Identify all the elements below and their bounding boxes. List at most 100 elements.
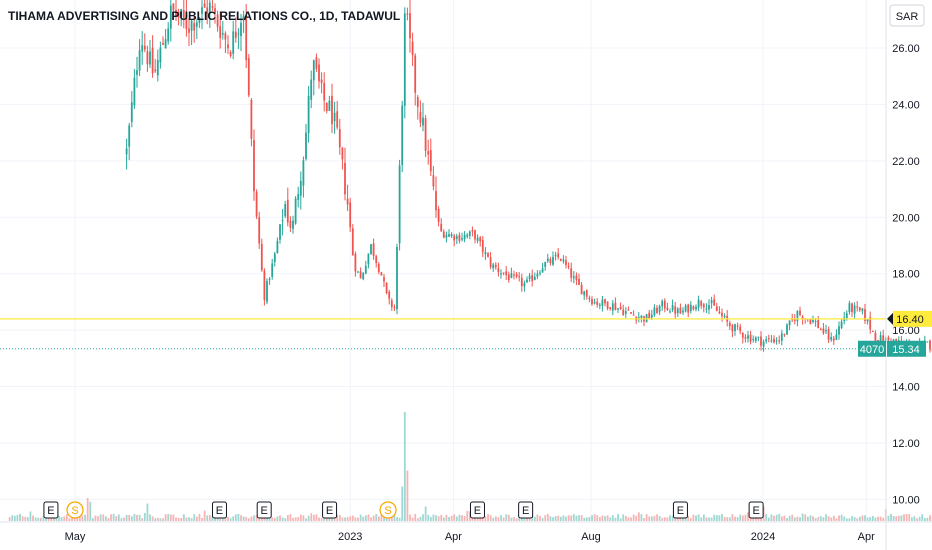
candle-body [523,283,526,287]
volume-bar [390,515,393,521]
volume-bar [372,515,375,521]
currency-button-label[interactable]: SAR [896,11,919,23]
volume-bar [219,516,222,521]
volume-bar [422,514,424,521]
volume-bar [411,517,414,521]
candle-body [162,42,164,45]
candle-body [500,273,502,275]
volume-bar [159,518,162,521]
x-tick-label: May [65,531,86,543]
volume-bar [897,515,900,521]
candle-body [258,217,261,244]
volume-bar [666,517,669,521]
volume-bar [458,514,461,521]
volume-bar [344,517,346,521]
volume-bar [180,518,183,521]
chart-title: TIHAMA ADVERTISING AND PUBLIC RELATIONS … [8,9,400,23]
volume-bar [747,512,749,521]
candle-body [536,273,539,277]
volume-bar [484,516,487,521]
x-axis-ticks: May2023AprAug2024AprAug2025AprAug [65,531,875,543]
volume-bar [731,514,734,521]
earnings-marker-label: E [326,505,333,517]
candle-body [461,238,463,240]
volume-bar [723,516,726,521]
currency-button[interactable]: SAR [889,4,925,27]
candle-body [549,258,552,264]
candle-body [640,315,643,319]
candle-body [203,3,206,8]
candle-body [749,334,752,342]
candle-body [281,220,284,222]
candle-body [723,316,726,318]
volume-bar [143,512,146,521]
candle-body [682,310,684,313]
volume-bar [190,518,193,521]
volume-bar [242,516,245,521]
volume-bar [380,514,383,521]
candle-body [767,338,770,340]
volume-bar [645,514,648,521]
candle-body [502,272,505,274]
candle-body [416,97,419,108]
volume-bar [232,516,235,521]
candle-body [193,23,196,31]
candle-body [887,337,890,341]
candle-body [557,253,560,258]
volume-bar [689,518,692,521]
volume-bar [788,515,791,521]
volume-bar [497,517,500,521]
volume-bar [34,517,37,521]
currency-button-frame[interactable] [889,4,925,27]
volume-bar [255,515,258,521]
volume-bar [567,515,570,521]
volume-bar [455,516,458,521]
candle-body [190,20,193,31]
candle-body [796,311,799,322]
candle-body [788,320,791,326]
candle-body [497,268,500,273]
volume-bar [188,517,190,521]
candle-body [240,22,242,37]
volume-bar [900,515,903,521]
volume-bar [393,515,396,521]
candle-body [757,336,760,338]
earnings-marker [43,501,59,519]
volume-bar [86,498,89,521]
y-tick-label: 20.00 [892,212,920,224]
candle-body [840,321,843,328]
candle-body [180,9,183,17]
volume-bar [136,514,138,521]
candle-body [585,290,588,297]
candle-body [786,324,788,335]
volume-bar [172,514,175,521]
candle-body [133,77,136,106]
candle-body [510,273,513,279]
candle-body [429,150,432,172]
candle-body [624,311,627,315]
candle-body [320,79,323,83]
volume-bar [13,515,16,521]
candle-body [234,31,237,38]
candle-body [474,230,476,240]
volume-bar [89,501,92,521]
volume-bar [523,516,526,521]
volume-bar [650,516,653,521]
candle-body [827,329,830,340]
volume-bar [65,514,68,521]
candle-body [336,111,339,128]
volume-bar [890,513,892,521]
volume-bar [832,515,835,521]
volume-tag-label: 4070 [860,344,884,356]
volume-bar [762,506,765,521]
earnings-marker [469,501,485,519]
volume-bar [273,518,276,521]
earnings-marker-label: E [216,505,223,517]
candle-body [362,272,365,280]
candle-body [604,299,606,304]
candle-body [507,274,510,280]
candle-body [734,324,736,331]
volume-bar [926,517,929,521]
volume-bar [341,517,344,521]
